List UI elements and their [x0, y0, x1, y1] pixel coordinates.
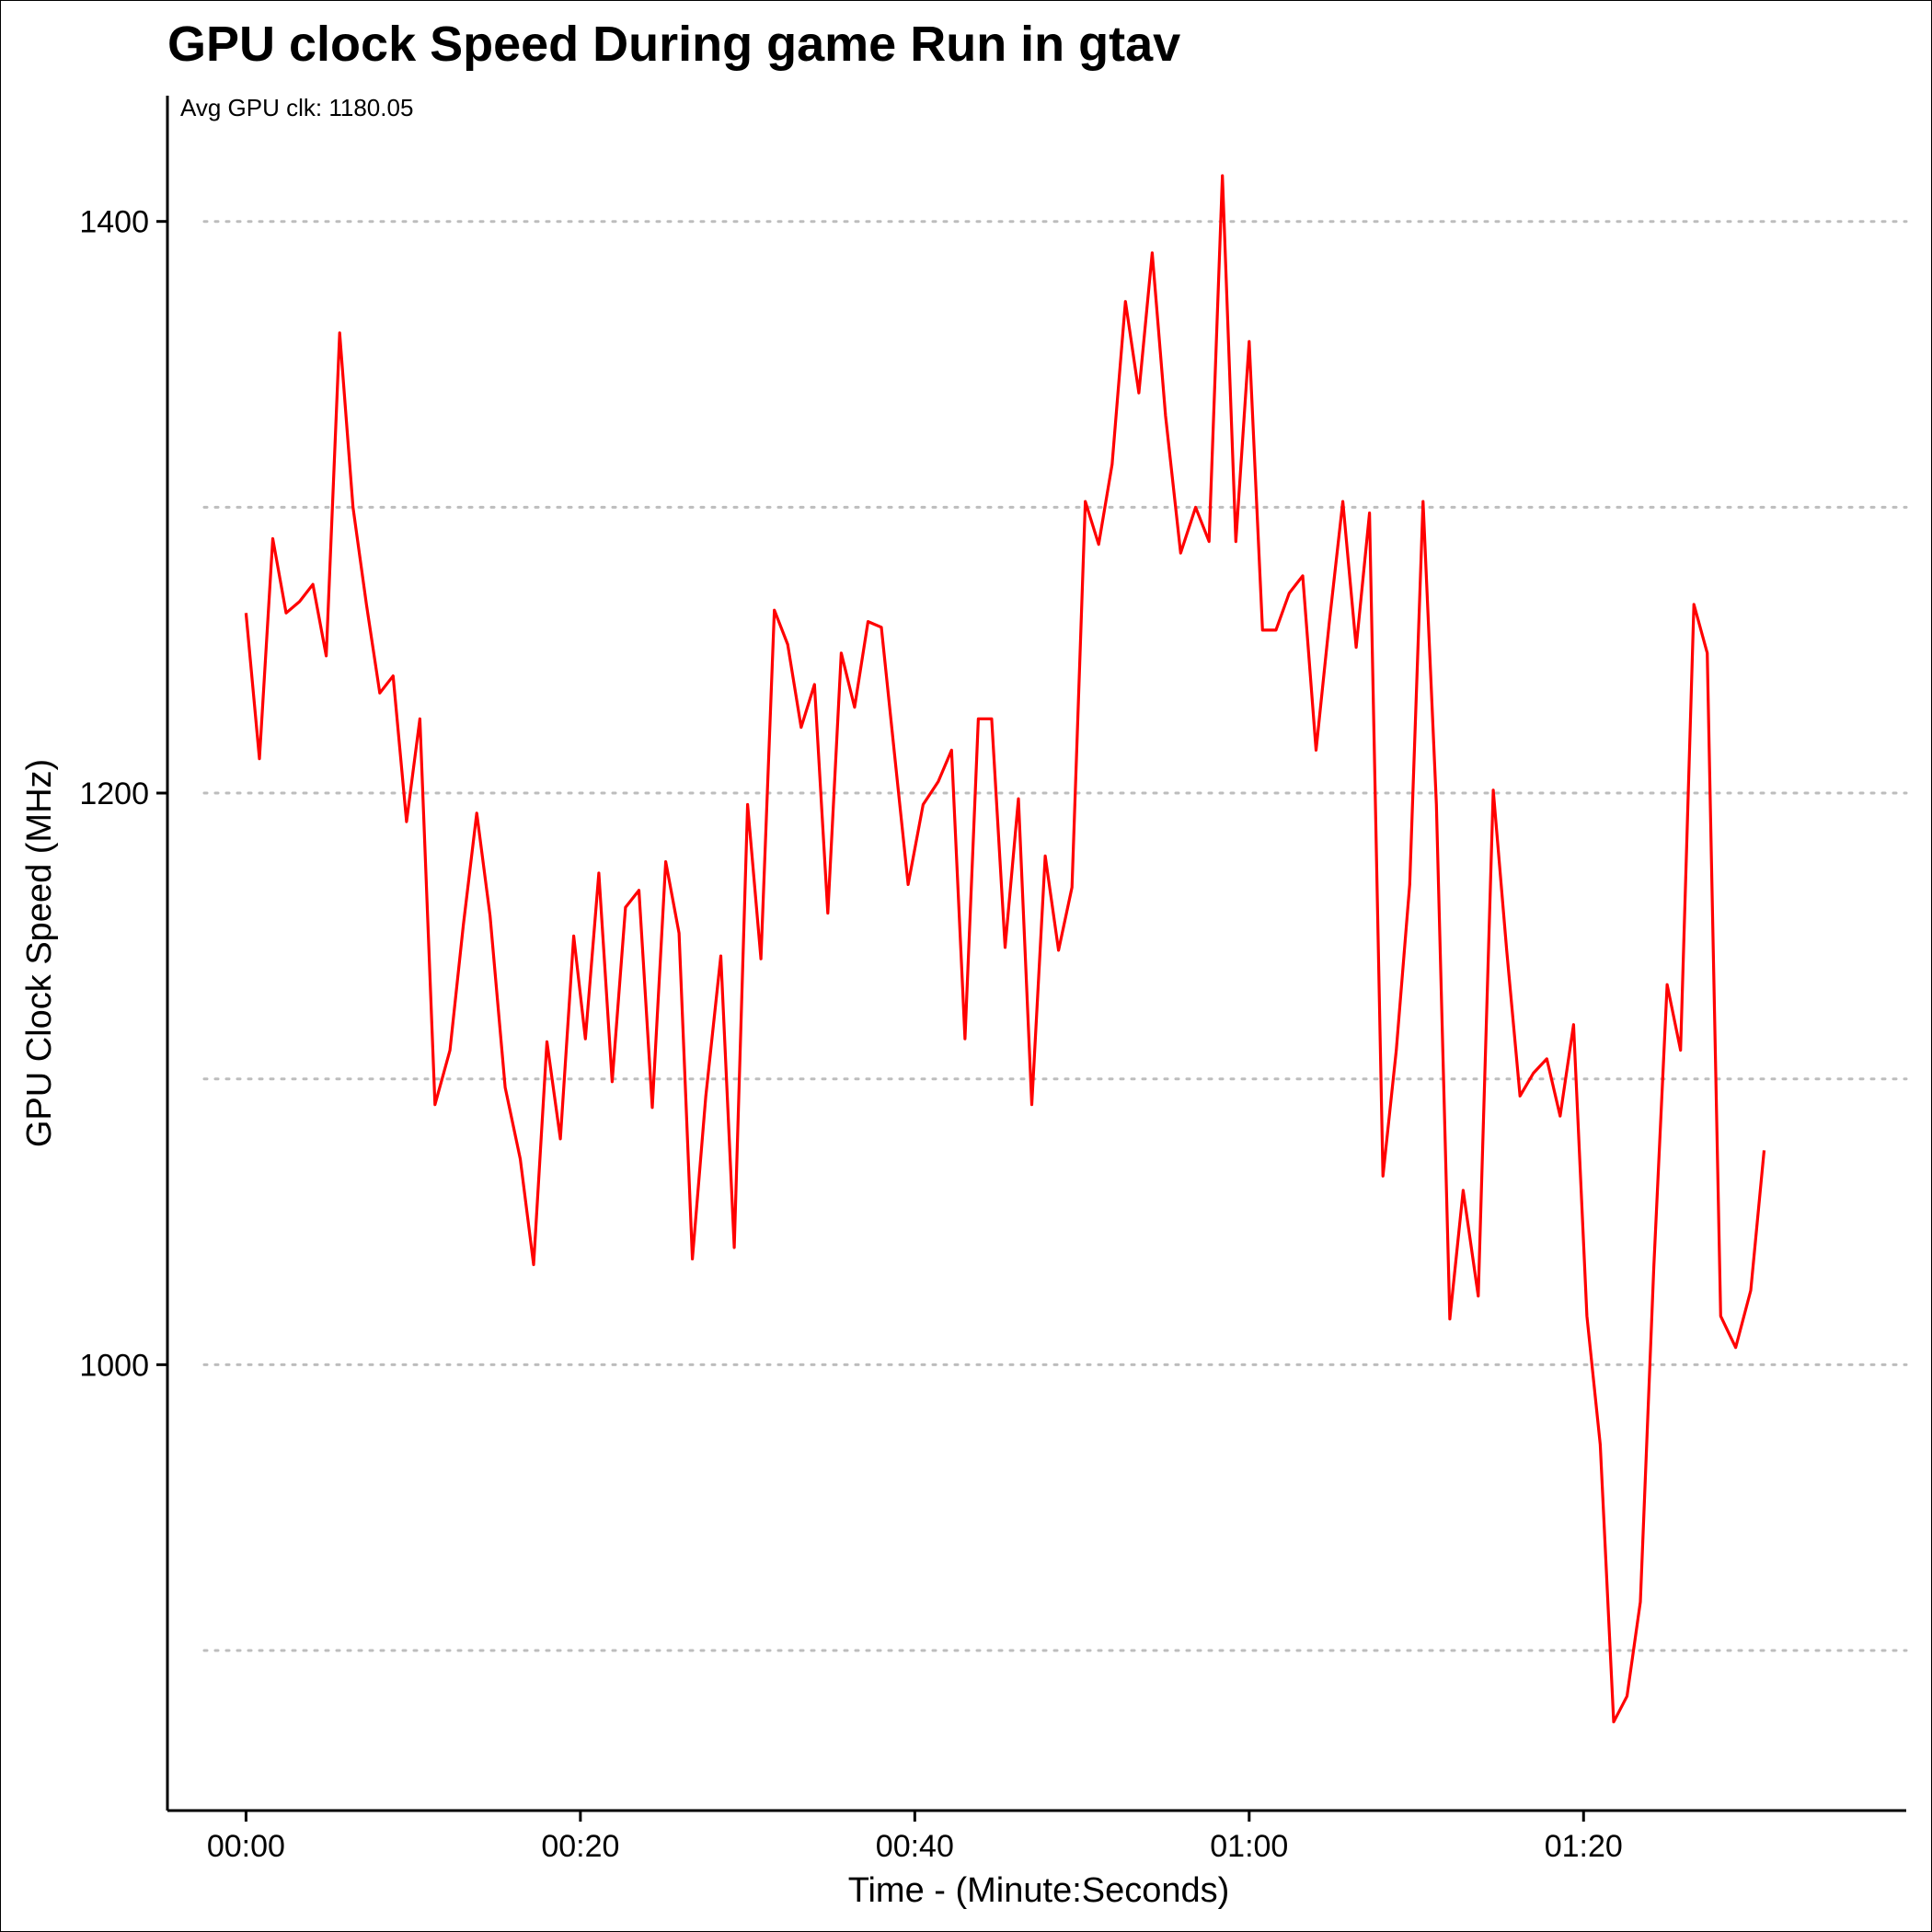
gridlines [202, 220, 1908, 1652]
x-tick-label: 00:40 [876, 1829, 954, 1864]
y-tick-label: 1400 [79, 205, 149, 240]
x-tick-label: 01:00 [1210, 1829, 1288, 1864]
gpu-clock-series-line [244, 174, 1766, 1724]
y-tick-label: 1000 [79, 1348, 149, 1383]
x-tick-label: 00:20 [541, 1829, 619, 1864]
x-axis-title: Time - (Minute:Seconds) [848, 1871, 1230, 1910]
y-axis-ticks: 1000 1200 1400 [79, 205, 167, 1383]
y-tick-label: 1200 [79, 776, 149, 811]
avg-gpu-clock-annotation: Avg GPU clk: 1180.05 [180, 94, 413, 121]
x-tick-label: 00:00 [207, 1829, 285, 1864]
x-axis-ticks: 00:00 00:20 00:40 01:00 01:20 [207, 1811, 1623, 1864]
chart-title: GPU clock Speed During game Run in gtav [167, 17, 1180, 72]
x-tick-label: 01:20 [1545, 1829, 1623, 1864]
y-axis-title: GPU Clock Speed (MHz) [20, 759, 59, 1147]
